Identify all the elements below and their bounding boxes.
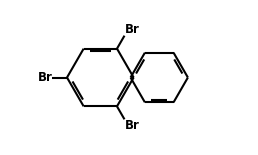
Text: Br: Br	[37, 71, 52, 84]
Text: Br: Br	[125, 23, 140, 36]
Text: Br: Br	[125, 119, 140, 132]
